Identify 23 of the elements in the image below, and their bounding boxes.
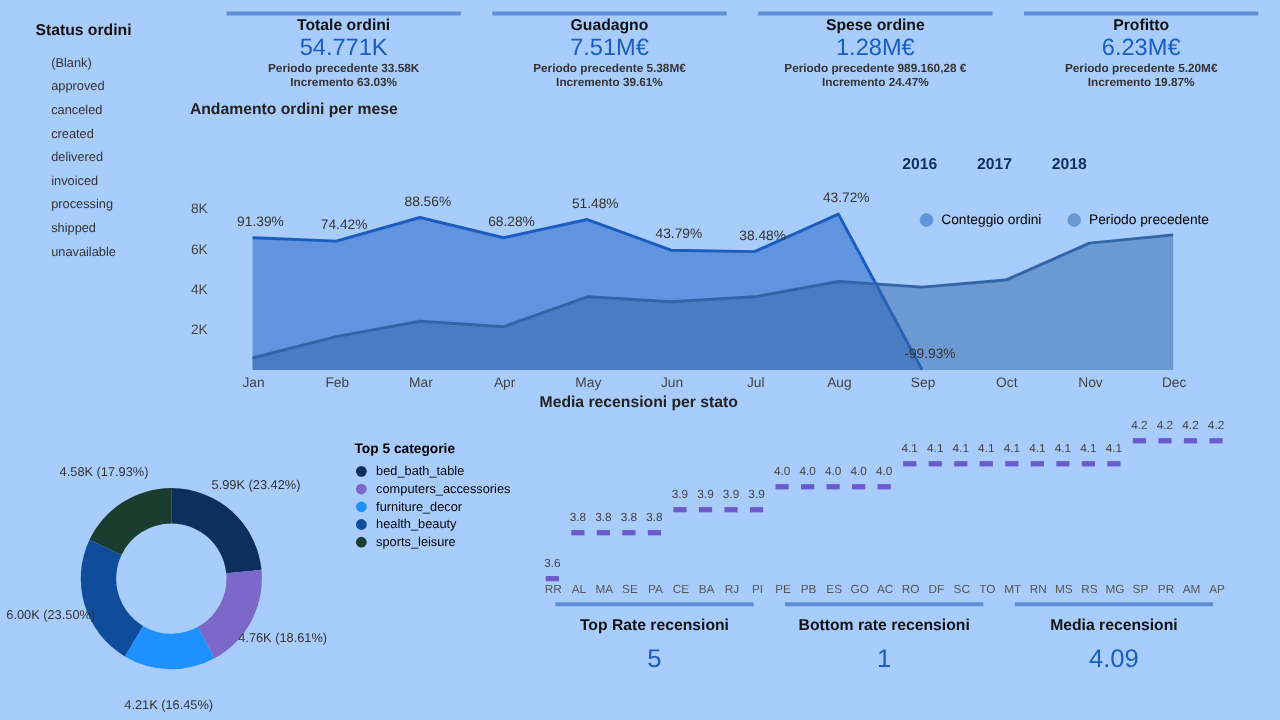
donut-slice xyxy=(89,488,172,555)
text: Totale ordini xyxy=(297,15,391,34)
text: 2016 xyxy=(902,155,939,174)
donut-slice xyxy=(124,625,215,670)
text: Spese ordine xyxy=(825,15,926,34)
text: 5 xyxy=(647,642,662,673)
text: Bottom rate recensioni xyxy=(798,615,970,634)
chart-title: Andamento ordini per mese xyxy=(189,99,400,118)
text: 6.23M€ xyxy=(1101,32,1182,61)
text: Media recensioni xyxy=(1050,615,1178,634)
text: 54.771K xyxy=(299,32,388,61)
text: 1.28M€ xyxy=(835,32,916,61)
text: 2018 xyxy=(1051,155,1089,174)
text: Guadagno xyxy=(570,15,649,34)
text: 7.51M€ xyxy=(570,32,650,61)
text: Status ordini xyxy=(35,21,132,40)
text: 2017 xyxy=(976,155,1014,174)
chart-title: Media recensioni per stato xyxy=(539,393,739,412)
text: Top Rate recensioni xyxy=(579,615,729,634)
text: 4.09 xyxy=(1089,642,1139,673)
text: 1 xyxy=(877,642,892,673)
text: Profitto xyxy=(1113,15,1170,34)
donut-slice xyxy=(171,488,262,574)
